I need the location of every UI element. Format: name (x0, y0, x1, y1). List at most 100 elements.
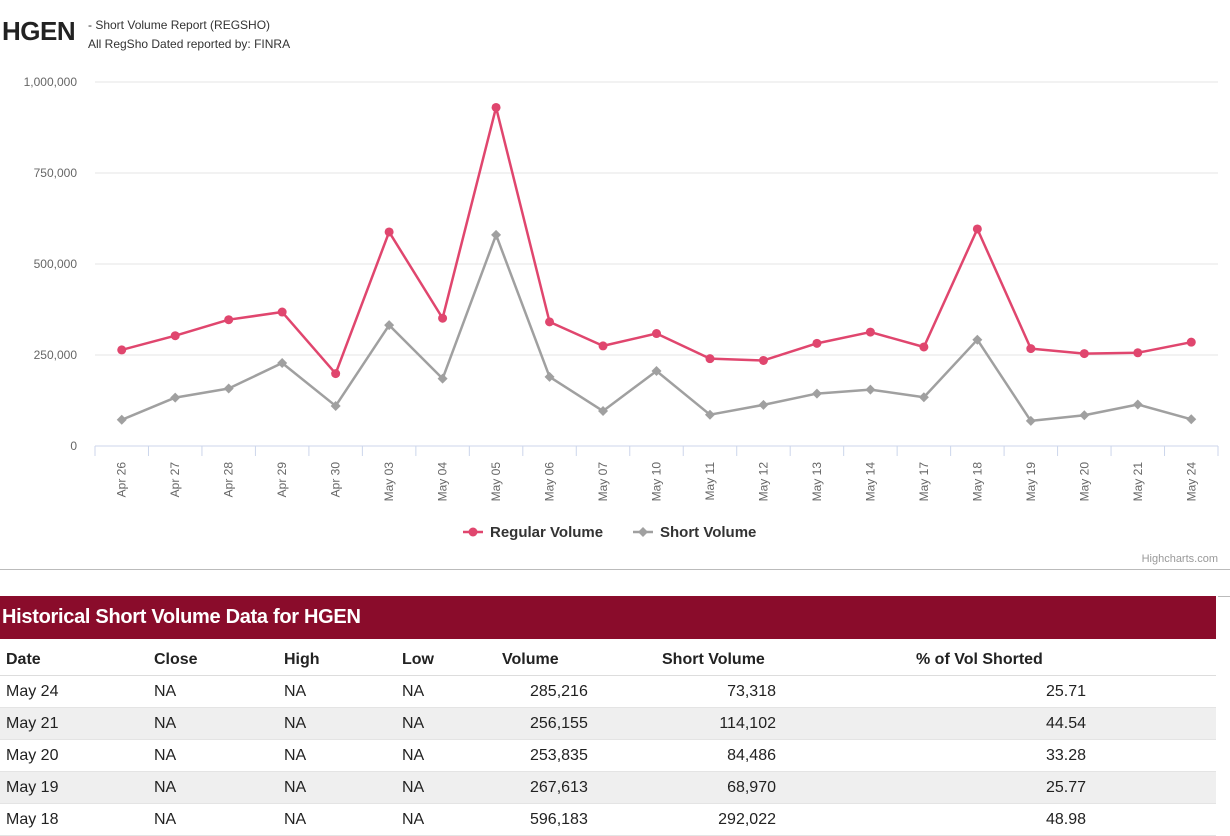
cell-volume: 253,835 (502, 739, 662, 772)
short-volume-chart: 0 250,000 500,000 750,000 1,000,000 Apr 26 Apr… (24, 75, 1219, 541)
data-point-regular-volume (972, 224, 982, 234)
cell-close: NA (154, 803, 284, 836)
data-point-regular-volume (705, 354, 715, 364)
col-header-close: Close (154, 645, 284, 676)
series-line-short-volume (121, 233, 1192, 423)
cell-short-volume: 68,970 (662, 771, 916, 804)
data-point-regular-volume (865, 327, 875, 337)
y-tick-label: 1,000,000 (24, 75, 78, 89)
cell-pct-shorted: 48.98 (916, 803, 1216, 836)
table-row: May 19 NA NA NA 267,613 68,970 25.77 (0, 771, 1216, 804)
data-point-regular-volume (491, 102, 501, 112)
cell-high: NA (284, 707, 402, 740)
short-volume-table: Date Close High Low Volume Short Volume … (0, 645, 1216, 836)
x-tick-label: May 06 (543, 462, 557, 502)
cell-close: NA (154, 739, 284, 772)
data-point-regular-volume (1133, 348, 1143, 358)
data-point-regular-volume (919, 342, 929, 352)
x-tick-label: May 21 (1131, 462, 1145, 502)
cell-high: NA (284, 771, 402, 804)
x-tick-label: Apr 27 (168, 462, 182, 498)
cell-pct-shorted: 33.28 (916, 739, 1216, 772)
data-point-short-volume (1079, 410, 1090, 421)
data-point-short-volume (865, 384, 876, 395)
y-tick-label: 750,000 (34, 166, 78, 180)
data-point-short-volume (277, 358, 288, 369)
cell-short-volume: 292,022 (662, 803, 916, 836)
x-tick-label: May 05 (489, 462, 503, 502)
x-tick-label: May 14 (863, 462, 877, 502)
data-point-short-volume (170, 392, 181, 403)
data-point-regular-volume (812, 338, 822, 348)
data-point-short-volume (330, 400, 341, 411)
cell-low: NA (402, 771, 502, 804)
x-tick-label: Apr 29 (275, 462, 289, 498)
table-row: May 18 NA NA NA 596,183 292,022 48.98 (0, 803, 1216, 836)
x-tick-label: May 03 (382, 462, 396, 502)
cell-pct-shorted: 25.71 (916, 675, 1216, 708)
cell-volume: 596,183 (502, 803, 662, 836)
x-tick-label: May 18 (970, 462, 984, 502)
cell-high: NA (284, 739, 402, 772)
data-point-regular-volume (545, 317, 555, 327)
cell-high: NA (284, 803, 402, 836)
cell-volume: 267,613 (502, 771, 662, 804)
data-point-regular-volume (117, 345, 127, 355)
y-tick-label: 250,000 (34, 348, 78, 362)
col-header-pct-shorted: % of Vol Shorted (916, 645, 1216, 676)
cell-date: May 21 (0, 707, 154, 740)
x-tick-label: May 04 (436, 462, 450, 502)
legend-marker-regular-volume (468, 527, 478, 537)
col-header-volume: Volume (502, 645, 662, 676)
data-point-regular-volume (438, 313, 448, 323)
x-tick-label: Apr 30 (329, 462, 343, 498)
table-row: May 21 NA NA NA 256,155 114,102 44.54 (0, 707, 1216, 740)
x-tick-label: May 12 (756, 462, 770, 502)
table-header-row: Date Close High Low Volume Short Volume … (0, 645, 1216, 676)
x-tick-label: May 19 (1024, 462, 1038, 502)
x-tick-label: May 13 (810, 462, 824, 502)
data-point-short-volume (544, 371, 555, 382)
col-header-low: Low (402, 645, 502, 676)
cell-close: NA (154, 675, 284, 708)
data-point-short-volume (1132, 399, 1143, 410)
data-point-short-volume (811, 388, 822, 399)
cell-short-volume: 114,102 (662, 707, 916, 740)
data-point-regular-volume (758, 355, 768, 365)
data-point-regular-volume (652, 329, 661, 339)
x-tick-label: Apr 26 (115, 462, 129, 498)
data-point-short-volume (437, 373, 448, 384)
cell-low: NA (402, 707, 502, 740)
data-point-short-volume (598, 406, 609, 417)
table-row: May 20 NA NA NA 253,835 84,486 33.28 (0, 739, 1216, 772)
legend-label-regular-volume[interactable]: Regular Volume (490, 524, 603, 541)
x-tick-label: Apr 28 (222, 462, 236, 498)
report-name: - Short Volume Report (REGSHO) (88, 18, 271, 32)
cell-short-volume: 73,318 (662, 675, 916, 708)
x-tick-label: May 24 (1184, 462, 1198, 502)
data-point-short-volume (704, 409, 715, 420)
data-point-regular-volume (598, 341, 608, 351)
ticker-symbol: HGEN (2, 16, 76, 46)
data-point-short-volume (918, 392, 929, 403)
x-tick-label: May 20 (1077, 462, 1091, 502)
cell-date: May 18 (0, 803, 154, 836)
cell-low: NA (402, 675, 502, 708)
data-point-regular-volume (1026, 344, 1036, 354)
cell-date: May 19 (0, 771, 154, 804)
data-point-short-volume (1025, 415, 1036, 426)
data-point-regular-volume (224, 315, 234, 325)
data-point-regular-volume (170, 331, 180, 341)
data-point-regular-volume (1186, 337, 1196, 347)
cell-short-volume: 84,486 (662, 739, 916, 772)
cell-pct-shorted: 25.77 (916, 771, 1216, 804)
cell-volume: 256,155 (502, 707, 662, 740)
cell-volume: 285,216 (502, 675, 662, 708)
chart-credit[interactable]: Highcharts.com (1141, 553, 1218, 565)
legend-label-short-volume[interactable]: Short Volume (660, 524, 756, 541)
data-point-regular-volume (331, 369, 341, 379)
reported-by: All RegSho Dated reported by: FINRA (88, 37, 291, 51)
table-row: May 24 NA NA NA 285,216 73,318 25.71 (0, 675, 1216, 708)
cell-low: NA (402, 739, 502, 772)
data-point-short-volume (1186, 414, 1197, 425)
